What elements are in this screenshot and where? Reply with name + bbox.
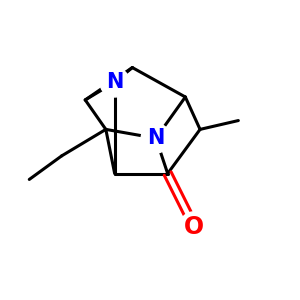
Ellipse shape [179, 212, 209, 241]
Text: N: N [106, 72, 123, 92]
Ellipse shape [100, 68, 129, 97]
Text: O: O [184, 214, 204, 239]
Ellipse shape [141, 124, 171, 153]
Text: N: N [147, 128, 165, 148]
